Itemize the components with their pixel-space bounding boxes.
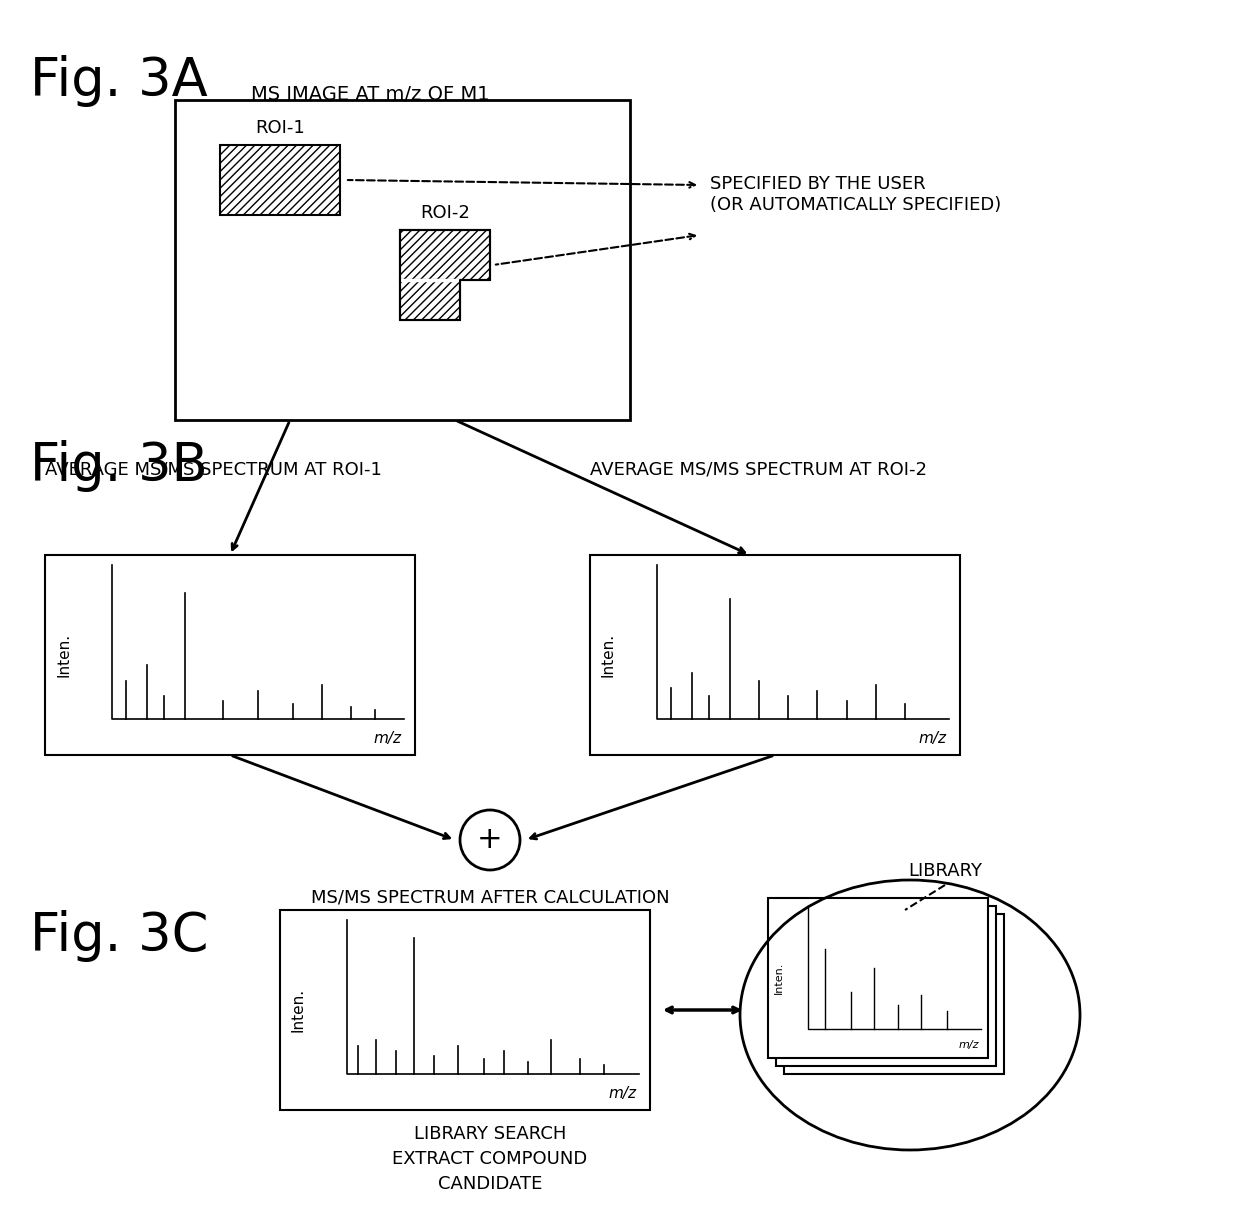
Text: Fig. 3B: Fig. 3B xyxy=(30,440,208,492)
Text: ROI-1: ROI-1 xyxy=(255,119,305,137)
Text: Inten.: Inten. xyxy=(291,988,306,1032)
Text: m/z: m/z xyxy=(959,1041,980,1051)
Text: LIBRARY: LIBRARY xyxy=(908,862,982,881)
Text: Inten.: Inten. xyxy=(56,634,71,678)
Bar xyxy=(280,910,650,1110)
Text: MS IMAGE AT m/z OF M1: MS IMAGE AT m/z OF M1 xyxy=(250,86,490,104)
Bar xyxy=(784,914,1004,1074)
Bar xyxy=(776,906,996,1066)
Text: m/z: m/z xyxy=(609,1086,637,1101)
Text: AVERAGE MS/MS SPECTRUM AT ROI-2: AVERAGE MS/MS SPECTRUM AT ROI-2 xyxy=(590,460,928,478)
Text: m/z: m/z xyxy=(919,731,947,746)
Text: Fig. 3C: Fig. 3C xyxy=(30,910,208,963)
Bar xyxy=(401,230,490,280)
Bar xyxy=(768,898,988,1058)
Text: +: + xyxy=(477,826,502,855)
Text: LIBRARY SEARCH
EXTRACT COMPOUND
CANDIDATE: LIBRARY SEARCH EXTRACT COMPOUND CANDIDAT… xyxy=(392,1125,588,1192)
Text: m/z: m/z xyxy=(374,731,402,746)
Bar xyxy=(45,555,415,755)
Bar xyxy=(401,280,460,320)
Text: Fig. 3A: Fig. 3A xyxy=(30,55,208,106)
Bar xyxy=(219,146,340,215)
Bar xyxy=(175,100,630,419)
Text: Inten.: Inten. xyxy=(601,634,616,678)
Text: ROI-2: ROI-2 xyxy=(420,204,470,223)
Text: SPECIFIED BY THE USER
(OR AUTOMATICALLY SPECIFIED): SPECIFIED BY THE USER (OR AUTOMATICALLY … xyxy=(711,175,1001,214)
Text: MS/MS SPECTRUM AFTER CALCULATION: MS/MS SPECTRUM AFTER CALCULATION xyxy=(311,888,670,906)
Text: AVERAGE MS/MS SPECTRUM AT ROI-1: AVERAGE MS/MS SPECTRUM AT ROI-1 xyxy=(45,460,382,478)
Bar xyxy=(590,555,960,755)
Text: Inten.: Inten. xyxy=(774,961,784,994)
